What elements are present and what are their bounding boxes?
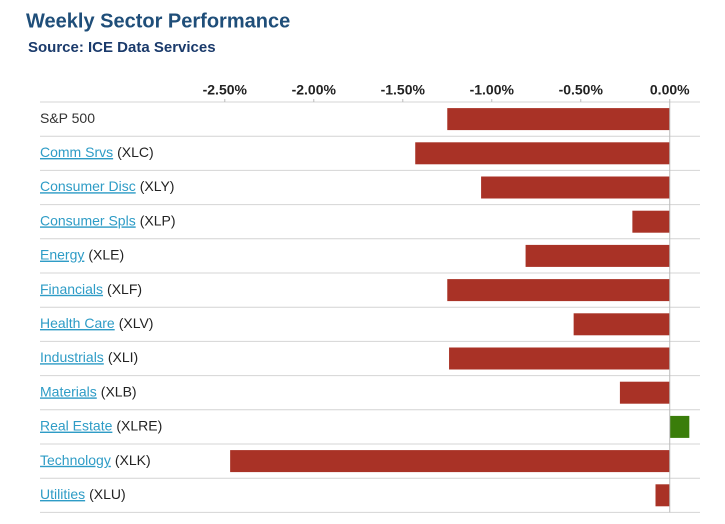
sector-link[interactable]: Real Estate — [40, 418, 113, 434]
sector-link[interactable]: Health Care — [40, 315, 115, 331]
bar — [481, 176, 670, 199]
sector-link[interactable]: Utilities — [40, 486, 85, 502]
ticker-label: (XLI) — [108, 349, 138, 365]
bar — [669, 415, 690, 438]
bar — [525, 244, 670, 267]
sector-link[interactable]: Materials — [40, 383, 97, 399]
chart-title: Weekly Sector Performance — [26, 10, 290, 32]
bar — [573, 313, 670, 336]
ticker-label: (XLRE) — [116, 418, 162, 434]
sector-link[interactable]: Energy — [40, 247, 84, 263]
bar — [447, 279, 670, 302]
sector-link[interactable]: Consumer Disc — [40, 178, 136, 194]
ticker-label: (XLP) — [140, 212, 176, 228]
bar — [447, 108, 670, 131]
ticker-label: (XLY) — [140, 178, 175, 194]
chart-subtitle: Source: ICE Data Services — [28, 39, 216, 56]
x-tick-label: 0.00% — [650, 82, 690, 98]
sector-link[interactable]: Consumer Spls — [40, 212, 136, 228]
x-tick-label: -1.50% — [381, 82, 426, 98]
bar — [415, 142, 670, 165]
x-tick-label: -1.00% — [470, 82, 515, 98]
ticker-label: (XLF) — [107, 281, 142, 297]
bar — [655, 484, 670, 507]
ticker-label: (XLE) — [88, 247, 124, 263]
x-tick-label: -2.00% — [292, 82, 337, 98]
bar — [449, 347, 670, 370]
bar — [632, 210, 670, 233]
ticker-label: (XLB) — [101, 383, 137, 399]
index-label: S&P 500 — [40, 110, 95, 126]
sector-link[interactable]: Comm Srvs — [40, 144, 113, 160]
bar — [619, 381, 670, 404]
x-tick-label: -2.50% — [203, 82, 248, 98]
bar — [230, 450, 670, 473]
sector-link[interactable]: Industrials — [40, 349, 104, 365]
ticker-label: (XLK) — [115, 452, 151, 468]
ticker-label: (XLC) — [117, 144, 154, 160]
ticker-label: (XLV) — [119, 315, 154, 331]
sector-link[interactable]: Financials — [40, 281, 103, 297]
x-tick-label: -0.50% — [559, 82, 604, 98]
ticker-label: (XLU) — [89, 486, 126, 502]
sector-link[interactable]: Technology — [40, 452, 111, 468]
